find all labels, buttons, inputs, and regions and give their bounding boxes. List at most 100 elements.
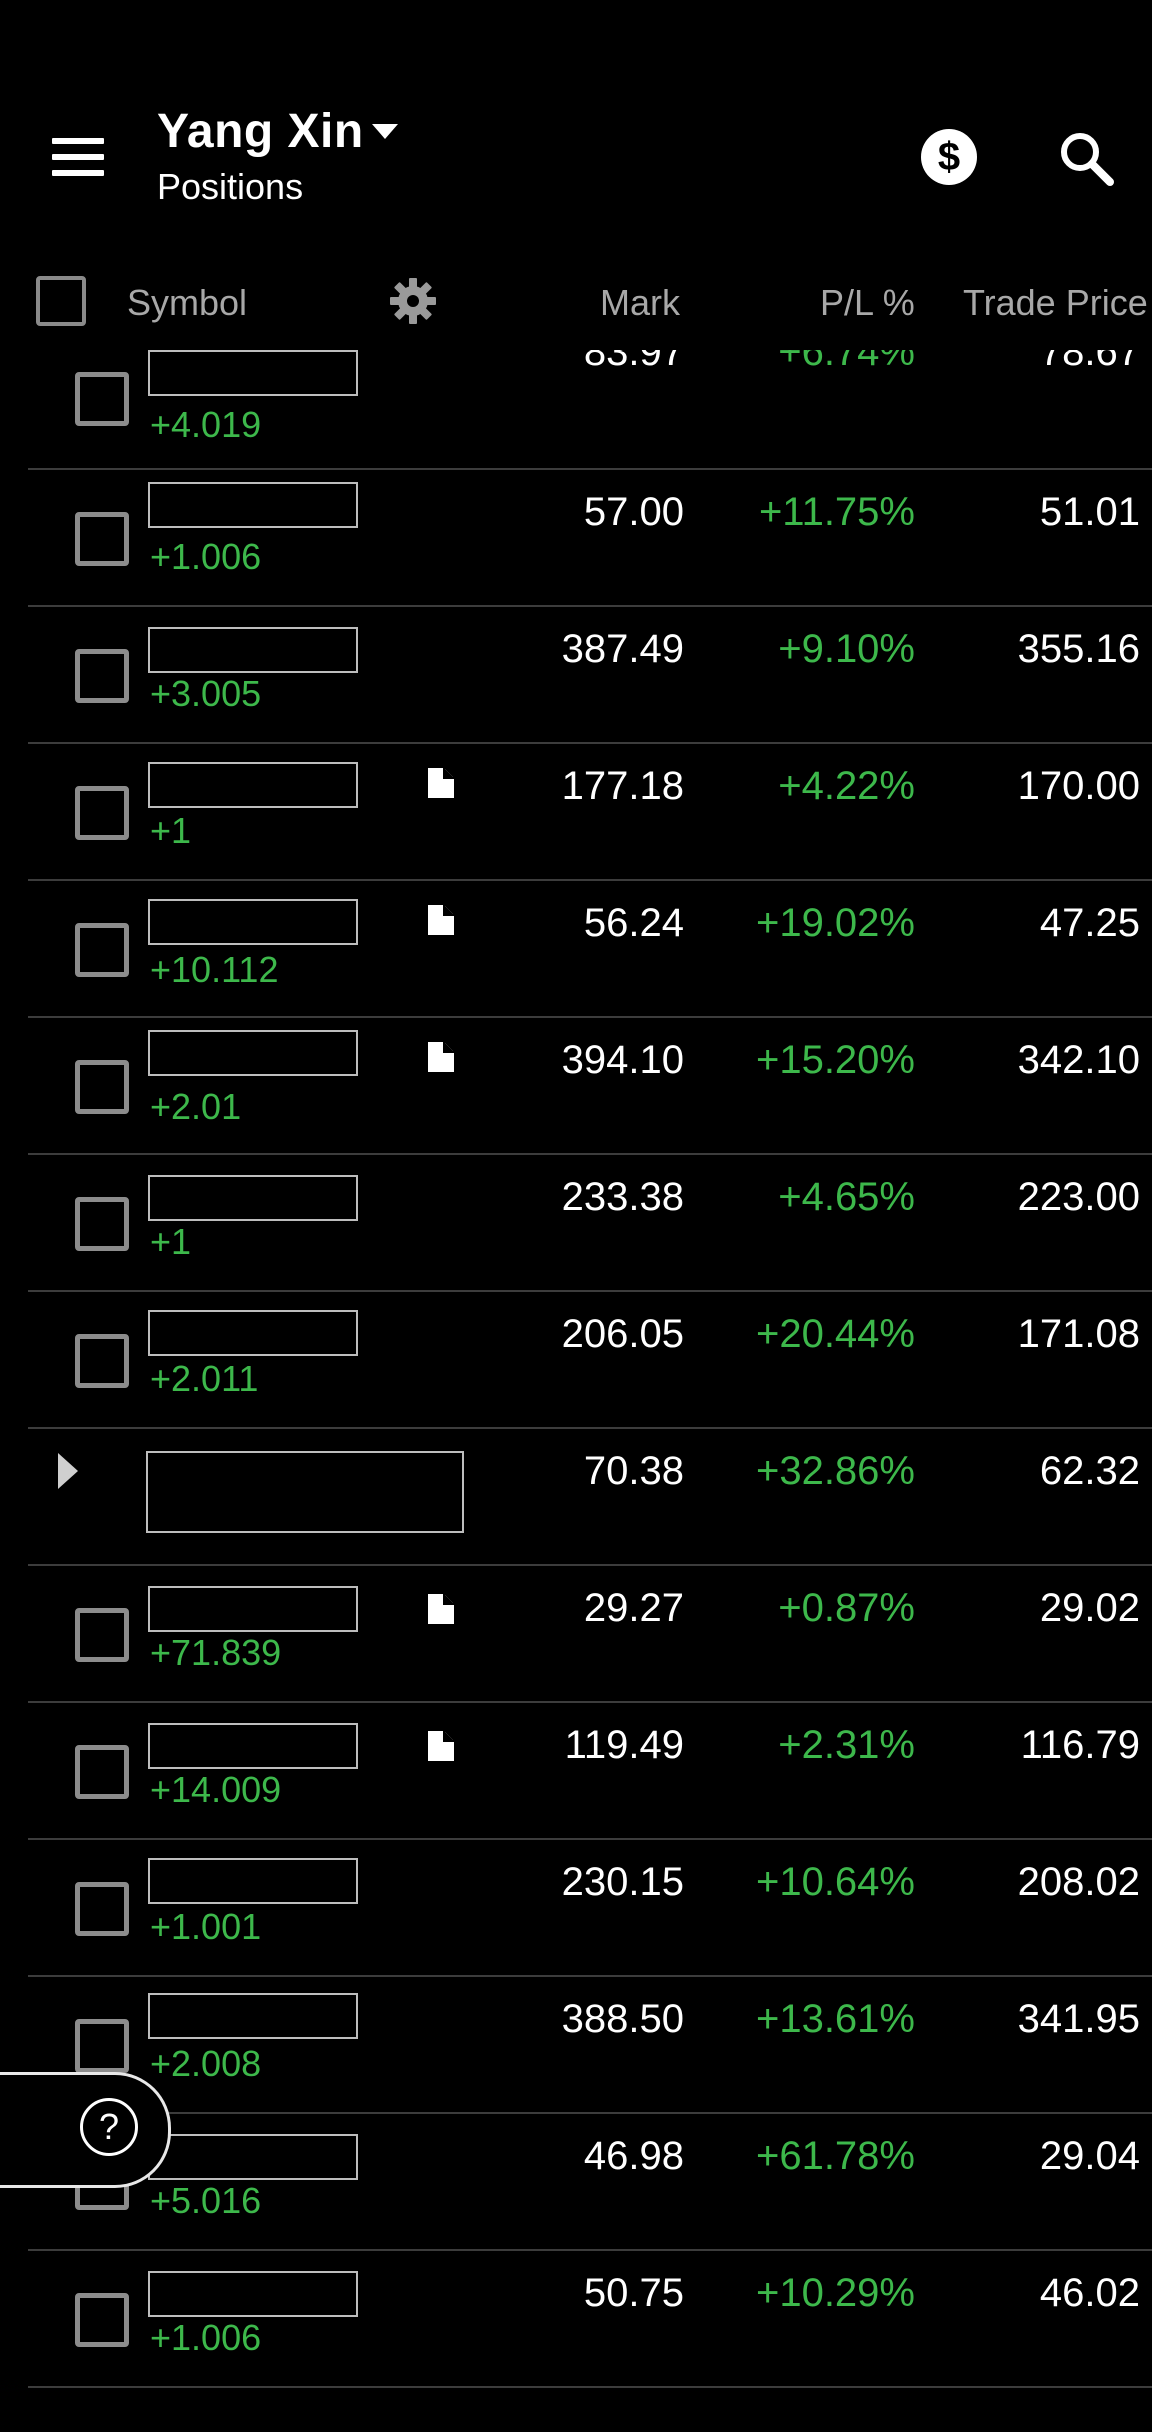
help-icon[interactable]: ?: [80, 2098, 138, 2156]
pl-percent: +4.65%: [778, 1175, 915, 1219]
mark-value: 387.49: [561, 627, 684, 671]
mark-value: 230.15: [561, 1860, 684, 1904]
row-checkbox[interactable]: [75, 649, 129, 703]
position-quantity: +2.008: [150, 2043, 262, 2084]
symbol-redacted[interactable]: [148, 1858, 358, 1904]
pl-percent: +6.74%: [778, 350, 915, 374]
row-checkbox[interactable]: [75, 1197, 129, 1251]
position-quantity: +1.001: [150, 1906, 262, 1947]
dollar-icon[interactable]: $: [921, 129, 977, 185]
row-checkbox[interactable]: [75, 1882, 129, 1936]
position-row[interactable]: +1.001 230.15 +10.64% 208.02: [28, 1840, 1152, 1977]
menu-icon[interactable]: [52, 138, 104, 176]
trade-price: 208.02: [1017, 1860, 1140, 1904]
trade-price: 116.79: [1020, 1723, 1140, 1767]
position-quantity: +1: [150, 1221, 192, 1262]
position-quantity: +1: [150, 810, 192, 851]
mark-value: 29.27: [583, 1586, 684, 1630]
document-icon[interactable]: [428, 1594, 454, 1624]
pl-percent: +10.64%: [755, 1860, 915, 1904]
symbol-redacted[interactable]: [148, 2134, 358, 2180]
position-row[interactable]: +71.839 29.27 +0.87% 29.02: [28, 1566, 1152, 1703]
page-subtitle: Positions: [157, 166, 304, 207]
trade-price: 171.08: [1017, 1312, 1140, 1356]
document-icon[interactable]: [428, 905, 454, 935]
pl-percent: +32.86%: [755, 1449, 915, 1493]
position-row[interactable]: +1 177.18 +4.22% 170.00: [28, 744, 1152, 881]
mark-value: 119.49: [564, 1723, 684, 1767]
trade-price: 223.00: [1017, 1175, 1140, 1219]
pl-percent: +4.22%: [778, 764, 915, 808]
positions-list[interactable]: +4.019 83.97 +6.74% 78.67 +1.006 57.00 +…: [28, 350, 1152, 2432]
column-header-pl[interactable]: P/L %: [820, 282, 915, 323]
row-checkbox[interactable]: [75, 2019, 129, 2073]
trade-price: 355.16: [1017, 627, 1140, 671]
symbol-redacted[interactable]: [148, 1993, 358, 2039]
symbol-redacted[interactable]: [148, 1310, 358, 1356]
symbol-redacted[interactable]: [148, 482, 358, 528]
position-row[interactable]: +1.006 50.75 +10.29% 46.02: [28, 2251, 1152, 2388]
mark-value: 177.18: [561, 764, 684, 808]
trade-price: 170.00: [1017, 764, 1140, 808]
position-row[interactable]: +1.006 57.00 +11.75% 51.01: [28, 470, 1152, 607]
row-checkbox[interactable]: [75, 1745, 129, 1799]
symbol-redacted[interactable]: [148, 1175, 358, 1221]
trade-price: 29.04: [1039, 2134, 1140, 2178]
position-row[interactable]: +1 233.38 +4.65% 223.00: [28, 1155, 1152, 1292]
row-checkbox[interactable]: [75, 512, 129, 566]
document-icon[interactable]: [428, 1731, 454, 1761]
gear-icon[interactable]: [388, 276, 438, 326]
document-icon[interactable]: [428, 768, 454, 798]
select-all-checkbox[interactable]: [36, 276, 86, 326]
position-row[interactable]: +2.01 394.10 +15.20% 342.10: [28, 1018, 1152, 1155]
mark-value: 206.05: [561, 1312, 684, 1356]
trade-price: 342.10: [1017, 1038, 1140, 1082]
symbol-redacted[interactable]: [146, 1451, 464, 1533]
symbol-redacted[interactable]: [148, 627, 358, 673]
column-header-trade-price[interactable]: Trade Price: [963, 282, 1148, 323]
position-group-row[interactable]: 70.38 +32.86% 62.32: [28, 1429, 1152, 1566]
row-checkbox[interactable]: [75, 1060, 129, 1114]
position-row[interactable]: +10.112 56.24 +19.02% 47.25: [28, 881, 1152, 1018]
position-row[interactable]: +2.008 388.50 +13.61% 341.95: [28, 1977, 1152, 2114]
search-icon[interactable]: [1056, 128, 1116, 188]
account-name[interactable]: Yang Xin: [157, 105, 364, 158]
position-row[interactable]: +5.016 46.98 +61.78% 29.04: [28, 2114, 1152, 2251]
symbol-redacted[interactable]: [148, 1030, 358, 1076]
pl-percent: +2.31%: [778, 1723, 915, 1767]
row-checkbox[interactable]: [75, 1608, 129, 1662]
row-checkbox[interactable]: [75, 2293, 129, 2347]
mark-value: 388.50: [561, 1997, 684, 2041]
symbol-redacted[interactable]: [148, 2271, 358, 2317]
position-quantity: +3.005: [150, 673, 262, 714]
position-quantity: +71.839: [150, 1632, 282, 1673]
trade-price: 341.95: [1017, 1997, 1140, 2041]
position-quantity: +14.009: [150, 1769, 282, 1810]
column-header-mark[interactable]: Mark: [600, 282, 680, 323]
mark-value: 394.10: [561, 1038, 684, 1082]
position-quantity: +5.016: [150, 2180, 262, 2221]
pl-percent: +19.02%: [755, 901, 915, 945]
position-quantity: +10.112: [150, 949, 279, 990]
document-icon[interactable]: [428, 1042, 454, 1072]
position-row[interactable]: +14.009 119.49 +2.31% 116.79: [28, 1703, 1152, 1840]
row-checkbox[interactable]: [75, 1334, 129, 1388]
position-row[interactable]: +4.019 83.97 +6.74% 78.67: [28, 350, 1152, 470]
symbol-redacted[interactable]: [148, 350, 358, 396]
symbol-redacted[interactable]: [148, 1586, 358, 1632]
trade-price: 47.25: [1039, 901, 1140, 945]
row-checkbox[interactable]: [75, 923, 129, 977]
row-checkbox[interactable]: [75, 786, 129, 840]
symbol-redacted[interactable]: [148, 762, 358, 808]
expand-arrow-icon[interactable]: [58, 1453, 78, 1489]
column-header-symbol[interactable]: Symbol: [127, 282, 248, 323]
account-dropdown-caret-icon[interactable]: [372, 124, 398, 139]
symbol-redacted[interactable]: [148, 1723, 358, 1769]
pl-percent: +20.44%: [755, 1312, 915, 1356]
trade-price: 62.32: [1039, 1449, 1140, 1493]
position-row[interactable]: +2.011 206.05 +20.44% 171.08: [28, 1292, 1152, 1429]
row-checkbox[interactable]: [75, 372, 129, 426]
position-row[interactable]: +3.005 387.49 +9.10% 355.16: [28, 607, 1152, 744]
symbol-redacted[interactable]: [148, 899, 358, 945]
position-quantity: +4.019: [150, 404, 262, 445]
